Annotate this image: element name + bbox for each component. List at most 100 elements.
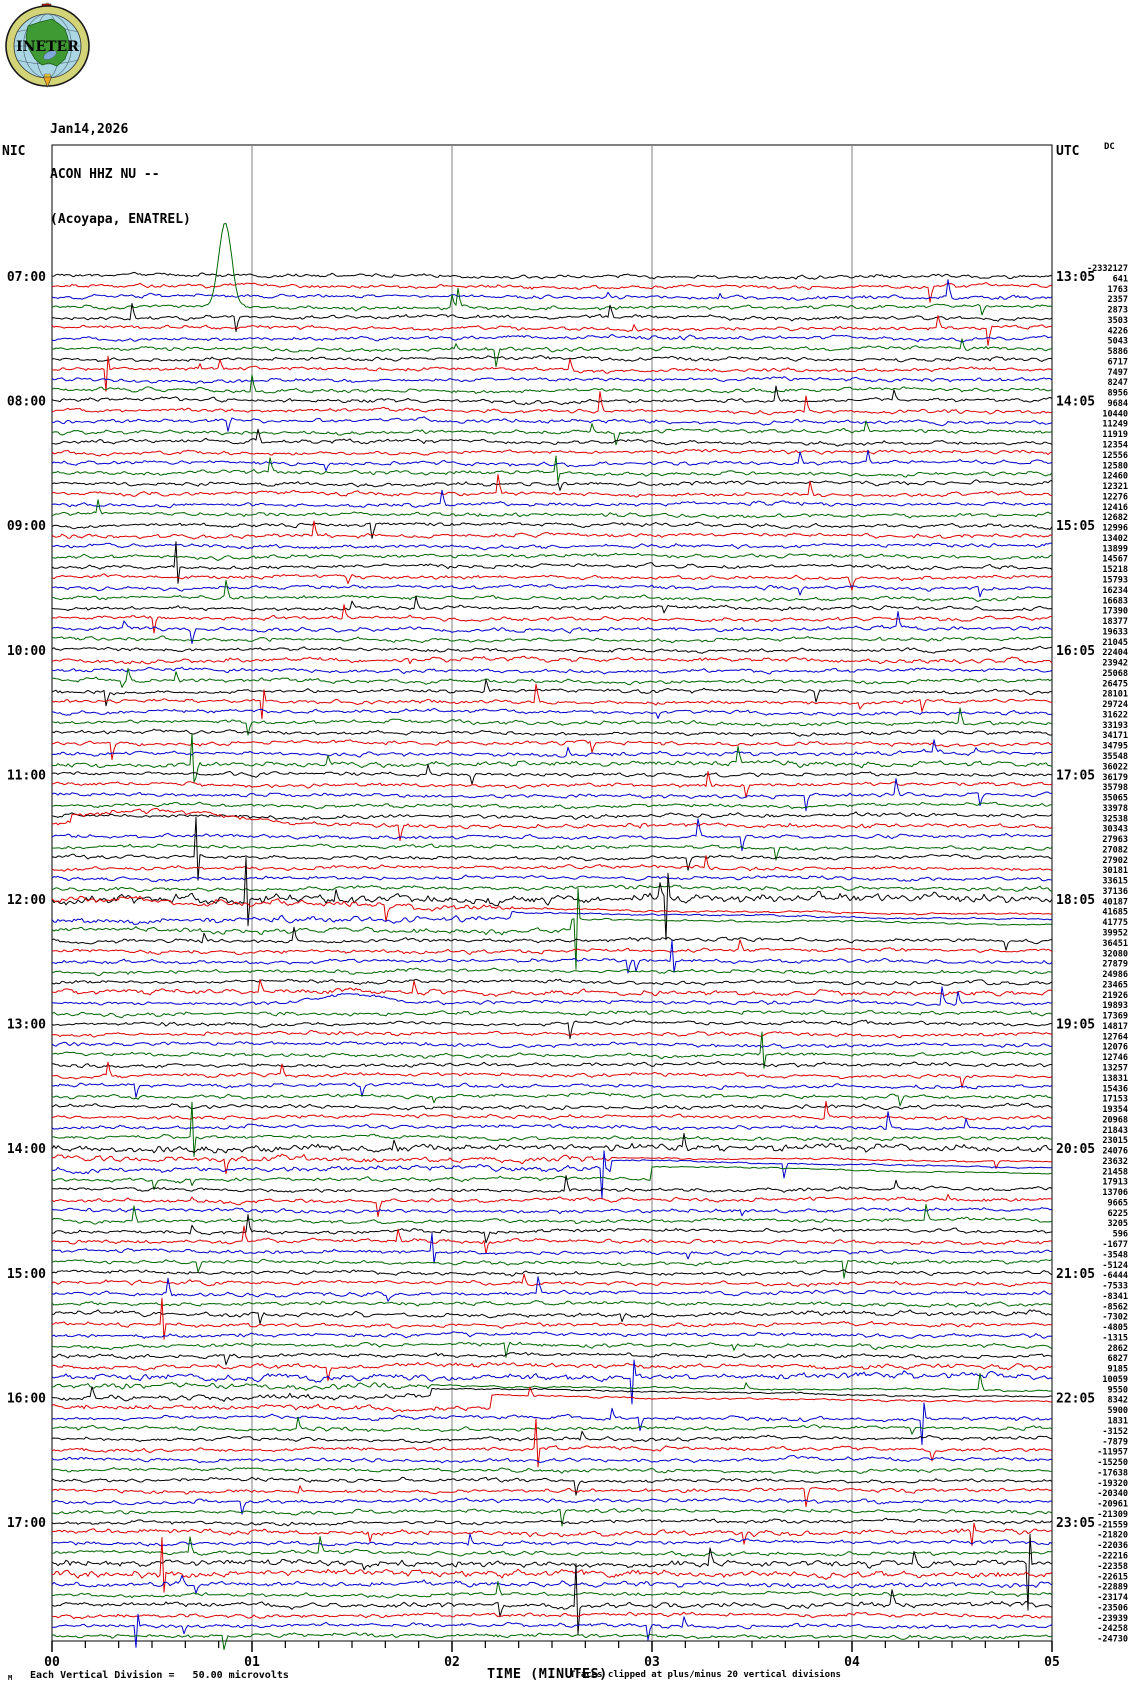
- svg-text:27082: 27082: [1102, 845, 1128, 855]
- svg-text:-6444: -6444: [1102, 1271, 1128, 1281]
- svg-text:-23174: -23174: [1097, 1593, 1128, 1603]
- right-timezone-label: UTC: [1056, 144, 1080, 159]
- svg-text:36179: 36179: [1102, 773, 1128, 783]
- svg-text:35548: 35548: [1102, 752, 1128, 762]
- logo-lake: [43, 50, 57, 60]
- svg-text:-3548: -3548: [1102, 1250, 1128, 1260]
- svg-text:5900: 5900: [1108, 1406, 1128, 1416]
- svg-text:15:00: 15:00: [7, 1267, 46, 1282]
- svg-text:11:00: 11:00: [7, 768, 46, 783]
- svg-text:13:05: 13:05: [1056, 270, 1095, 285]
- svg-text:7497: 7497: [1108, 368, 1128, 378]
- svg-text:33615: 33615: [1102, 877, 1128, 887]
- svg-text:32538: 32538: [1102, 814, 1128, 824]
- svg-text:05: 05: [1044, 1655, 1060, 1670]
- svg-text:03: 03: [644, 1655, 660, 1670]
- svg-text:-22358: -22358: [1097, 1562, 1128, 1572]
- svg-text:2357: 2357: [1108, 295, 1128, 305]
- svg-text:2862: 2862: [1108, 1344, 1128, 1354]
- svg-text:19633: 19633: [1102, 627, 1128, 637]
- svg-text:14567: 14567: [1102, 555, 1128, 565]
- svg-text:02: 02: [444, 1655, 460, 1670]
- svg-text:12460: 12460: [1102, 472, 1128, 482]
- logo-text: INETER: [16, 39, 79, 55]
- svg-text:16:05: 16:05: [1056, 644, 1095, 659]
- svg-text:9684: 9684: [1108, 399, 1128, 409]
- svg-text:-2332127: -2332127: [1087, 264, 1128, 274]
- svg-text:30181: 30181: [1102, 866, 1128, 876]
- svg-text:2873: 2873: [1108, 306, 1128, 316]
- svg-text:16683: 16683: [1102, 596, 1128, 606]
- svg-text:33193: 33193: [1102, 721, 1128, 731]
- svg-text:27902: 27902: [1102, 856, 1128, 866]
- svg-text:00: 00: [44, 1655, 60, 1670]
- svg-text:12076: 12076: [1102, 1043, 1128, 1053]
- svg-text:-19320: -19320: [1097, 1479, 1128, 1489]
- footer-marker: M: [8, 1674, 13, 1682]
- svg-text:17153: 17153: [1102, 1095, 1128, 1105]
- svg-text:23465: 23465: [1102, 980, 1128, 990]
- svg-text:8342: 8342: [1108, 1396, 1128, 1406]
- svg-text:12746: 12746: [1102, 1053, 1128, 1063]
- svg-text:3503: 3503: [1108, 316, 1128, 326]
- svg-text:15:05: 15:05: [1056, 519, 1095, 534]
- svg-text:6827: 6827: [1108, 1354, 1128, 1364]
- svg-text:6717: 6717: [1108, 357, 1128, 367]
- svg-text:-17638: -17638: [1097, 1468, 1128, 1478]
- svg-text:-8562: -8562: [1102, 1302, 1128, 1312]
- svg-text:17:00: 17:00: [7, 1516, 46, 1531]
- svg-text:16234: 16234: [1102, 586, 1128, 596]
- svg-text:04: 04: [844, 1655, 860, 1670]
- svg-text:-21559: -21559: [1097, 1520, 1128, 1530]
- svg-text:5043: 5043: [1108, 337, 1128, 347]
- svg-text:17369: 17369: [1102, 1012, 1128, 1022]
- svg-text:12321: 12321: [1102, 482, 1128, 492]
- svg-text:-22615: -22615: [1097, 1572, 1128, 1582]
- svg-text:-20961: -20961: [1097, 1500, 1128, 1510]
- svg-text:-24730: -24730: [1097, 1635, 1128, 1645]
- svg-text:17390: 17390: [1102, 607, 1128, 617]
- svg-text:641: 641: [1113, 274, 1128, 284]
- svg-text:27879: 27879: [1102, 960, 1128, 970]
- svg-text:26475: 26475: [1102, 679, 1128, 689]
- dc-column-header: DC: [1104, 142, 1115, 152]
- svg-text:12556: 12556: [1102, 451, 1128, 461]
- svg-text:19354: 19354: [1102, 1105, 1128, 1115]
- svg-text:31622: 31622: [1102, 710, 1128, 720]
- svg-text:5886: 5886: [1108, 347, 1128, 357]
- svg-text:-7533: -7533: [1102, 1282, 1128, 1292]
- svg-text:35065: 35065: [1102, 794, 1128, 804]
- svg-text:-21820: -21820: [1097, 1531, 1128, 1541]
- svg-text:13706: 13706: [1102, 1188, 1128, 1198]
- svg-text:09:00: 09:00: [7, 519, 46, 534]
- svg-text:33978: 33978: [1102, 804, 1128, 814]
- svg-text:15218: 15218: [1102, 565, 1128, 575]
- svg-text:16:00: 16:00: [7, 1391, 46, 1406]
- svg-text:14:05: 14:05: [1056, 395, 1095, 410]
- svg-text:36022: 36022: [1102, 762, 1128, 772]
- svg-text:-15250: -15250: [1097, 1458, 1128, 1468]
- svg-text:25068: 25068: [1102, 669, 1128, 679]
- svg-text:-22889: -22889: [1097, 1583, 1128, 1593]
- svg-text:-1315: -1315: [1102, 1333, 1128, 1343]
- svg-text:17:05: 17:05: [1056, 768, 1095, 783]
- svg-text:3205: 3205: [1108, 1219, 1128, 1229]
- svg-text:9550: 9550: [1108, 1385, 1128, 1395]
- svg-text:35798: 35798: [1102, 783, 1128, 793]
- svg-text:36451: 36451: [1102, 939, 1128, 949]
- svg-text:12:00: 12:00: [7, 893, 46, 908]
- svg-text:37136: 37136: [1102, 887, 1128, 897]
- svg-text:22:05: 22:05: [1056, 1391, 1095, 1406]
- svg-text:-24258: -24258: [1097, 1624, 1128, 1634]
- svg-text:11919: 11919: [1102, 430, 1128, 440]
- svg-text:41685: 41685: [1102, 908, 1128, 918]
- svg-text:23942: 23942: [1102, 659, 1128, 669]
- svg-text:17913: 17913: [1102, 1178, 1128, 1188]
- svg-text:-23506: -23506: [1097, 1603, 1128, 1613]
- svg-text:13:00: 13:00: [7, 1018, 46, 1033]
- svg-text:-4805: -4805: [1102, 1323, 1128, 1333]
- location-line: (Acoyapa, ENATREL): [50, 212, 191, 227]
- svg-text:21926: 21926: [1102, 991, 1128, 1001]
- station-line: ACON HHZ NU --: [50, 167, 160, 182]
